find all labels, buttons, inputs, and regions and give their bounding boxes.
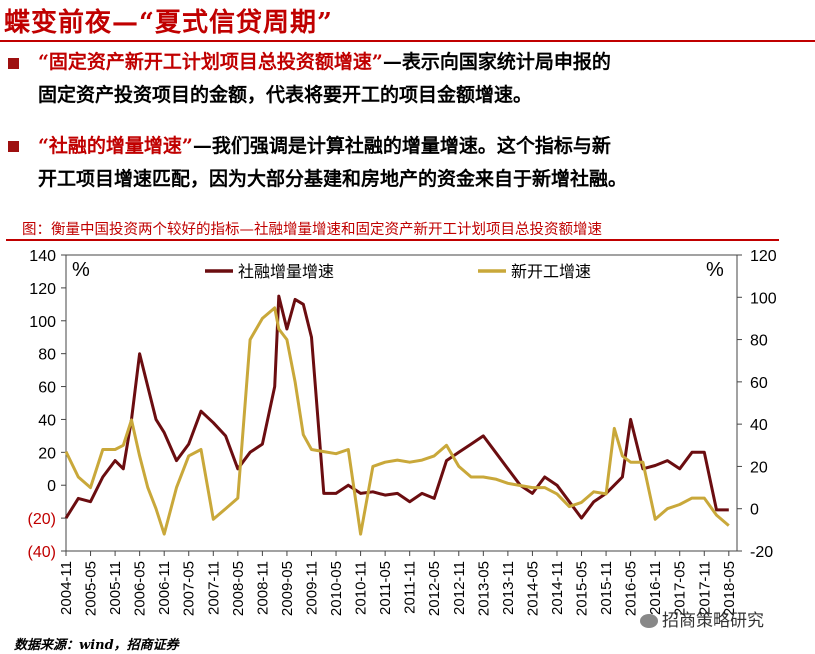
right-axis-tick-label: 60 [750,375,768,392]
legend-label: 新开工增速 [511,262,591,281]
left-axis-tick-label: 0 [47,478,56,495]
x-axis-tick-label: 2012-05 [426,561,443,616]
left-axis-tick-label: 40 [38,412,56,429]
x-axis-tick-label: 2012-11 [451,561,468,615]
left-axis-tick-label: 80 [38,347,56,364]
x-axis-tick-label: 2016-05 [623,561,640,616]
x-axis-tick-label: 2005-11 [107,561,124,615]
x-axis-tick-label: 2008-11 [254,561,271,615]
x-axis-tick-label: 2011-05 [377,561,394,615]
x-axis-tick-label: 2008-05 [230,561,247,616]
x-axis-tick-label: 2004-11 [58,561,75,615]
bullet-2-line-1: “社融的增量增速”—我们强调是计算社融的增量增速。这个指标与新 [38,131,798,161]
x-axis-tick-label: 2005-05 [83,561,100,616]
x-axis-tick-label: 2016-11 [647,561,664,615]
x-axis-tick-label: 2017-11 [696,561,713,615]
left-axis-tick-label: 140 [29,248,56,265]
series-line [64,306,730,536]
left-axis-tick-label: 20 [38,445,56,462]
left-axis-tick-label: 120 [29,281,56,298]
x-axis-tick-label: 2010-05 [328,561,345,616]
x-axis-tick-label: 2013-11 [500,561,517,615]
x-axis-tick-label: 2014-11 [549,561,566,615]
x-axis-tick-label: 2009-05 [279,561,296,616]
x-axis-tick-label: 2010-11 [353,561,370,615]
x-axis-tick-label: 2006-11 [156,561,173,615]
bullet-1-rest: —表示向国家统计局申报的 [382,51,611,73]
bullet-1-line-2: 固定资产投资项目的金额，代表将要开工的项目金额增速。 [38,84,533,106]
wechat-icon [640,614,658,628]
line-chart: 140 120 100 80 60 40 20 0 (20) (40) 120 100 80 60 40 20… [28,248,777,616]
figure-caption: 图：衡量中国投资两个较好的指标—社融增量增速和固定资产新开工计划项目总投资额增速 [22,222,602,238]
figure-caption-divider [6,239,779,241]
plot-area-frame [65,254,738,552]
watermark: 招商策略研究 [640,606,764,631]
right-axis-tick-label: 100 [750,290,777,307]
left-axis-tick-label: 100 [29,314,56,331]
legend-label: 社融增量增速 [238,262,334,281]
bullet-square-icon [8,141,19,152]
bullet-2-highlight: “社融的增量增速” [38,135,193,157]
right-axis-tick-label: -20 [750,544,773,561]
title-divider [0,40,815,42]
right-axis-tick-label: 0 [750,502,759,519]
x-axis-tick-label: 2013-05 [475,561,492,616]
x-axis-tick-label: 2011-11 [402,561,419,614]
x-axis-tick-label: 2007-05 [181,561,198,616]
left-axis-unit-label: % [72,259,90,281]
left-axis-tick-label: 60 [38,380,56,397]
left-axis-tick-label: (20) [28,511,56,528]
bullet-2-line-2: 开工项目增速匹配，因为大部分基建和房地产的资金来自于新增社融。 [38,168,628,190]
series-line [64,294,729,520]
bullet-square-icon [8,58,19,69]
x-axis-tick-label: 2014-05 [524,561,541,616]
right-axis-tick-label: 80 [750,333,768,350]
x-axis-tick-label: 2015-05 [574,561,591,616]
right-axis-unit-label: % [706,259,724,281]
right-axis-tick-label: 20 [750,459,768,476]
source-note: 数据来源：wind，招商证券 [14,638,179,653]
page-title: 蝶变前夜—“夏式信贷周期” [4,8,333,38]
x-axis-tick-label: 2017-05 [672,561,689,616]
x-axis-tick-label: 2015-11 [598,561,615,615]
right-axis-tick-label: 120 [750,248,777,265]
x-axis-tick-label: 2006-05 [132,561,149,616]
x-axis-tick-label: 2018-05 [721,561,738,616]
watermark-text: 招商策略研究 [662,611,764,631]
bullet-1-line-1: “固定资产新开工计划项目总投资额增速”—表示向国家统计局申报的 [38,47,798,77]
x-axis-tick-label: 2009-11 [303,561,320,615]
left-axis-tick-label: (40) [28,544,56,561]
right-axis-tick-label: 40 [750,417,768,434]
x-axis-tick-label: 2007-11 [205,561,222,615]
bullet-1-highlight: “固定资产新开工计划项目总投资额增速” [38,51,383,73]
bullet-2-rest: —我们强调是计算社融的增量增速。这个指标与新 [192,135,611,157]
